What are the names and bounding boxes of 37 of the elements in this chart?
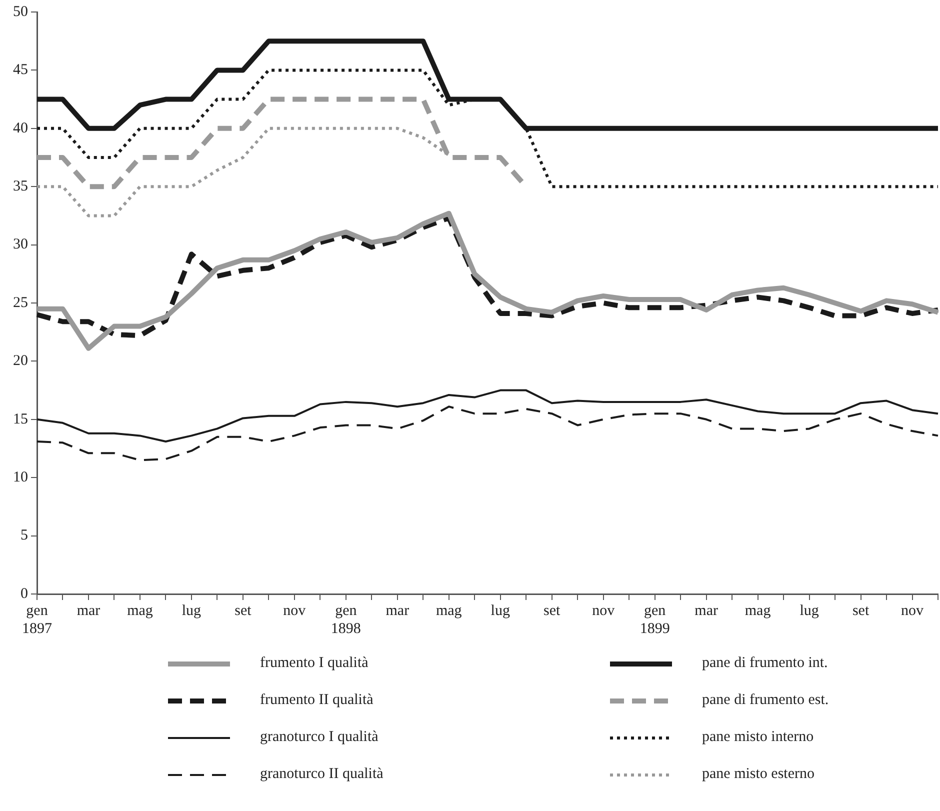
y-tick-label: 30 bbox=[13, 236, 28, 253]
x-tick-label: set bbox=[852, 602, 870, 619]
y-tick-label: 25 bbox=[13, 294, 28, 311]
y-tick-label: 45 bbox=[13, 62, 28, 78]
x-tick-label: mag bbox=[436, 602, 462, 619]
x-tick-label: lug bbox=[800, 602, 820, 619]
y-tick-label: 0 bbox=[20, 586, 28, 602]
x-tick-label: mar bbox=[694, 602, 718, 619]
y-tick-label: 20 bbox=[13, 353, 28, 370]
legend-label: pane di frumento int. bbox=[702, 655, 828, 672]
legend-label: frumento II qualità bbox=[260, 692, 374, 709]
legend-label: granoturco II qualità bbox=[260, 766, 384, 783]
x-tick-label: gen 1897 bbox=[22, 602, 52, 637]
x-tick-label: nov bbox=[283, 602, 306, 619]
legend-label: pane di frumento est. bbox=[702, 692, 829, 709]
legend-label: pane misto interno bbox=[702, 729, 814, 746]
y-tick-label: 35 bbox=[13, 178, 28, 195]
x-tick-label: mar bbox=[386, 602, 410, 619]
legend-label: frumento I qualità bbox=[260, 655, 368, 672]
x-tick-label: mag bbox=[744, 602, 772, 619]
x-tick-label: nov bbox=[901, 602, 924, 619]
x-tick-label: lug bbox=[182, 602, 202, 619]
x-tick-label: set bbox=[234, 602, 252, 619]
x-tick-label: lug bbox=[490, 602, 510, 619]
y-tick-label: 5 bbox=[20, 528, 28, 544]
y-tick-label: 50 bbox=[13, 4, 28, 20]
x-tick-label: mag bbox=[127, 602, 154, 619]
x-tick-label: gen 1899 bbox=[640, 602, 670, 637]
x-tick-label: mar bbox=[76, 602, 100, 619]
x-tick-label: set bbox=[544, 602, 562, 619]
x-tick-label: nov bbox=[592, 602, 616, 619]
x-tick-label: gen 1898 bbox=[330, 602, 361, 637]
y-tick-label: 15 bbox=[13, 411, 28, 428]
y-tick-label: 40 bbox=[13, 120, 28, 136]
legend-label: granoturco I qualità bbox=[260, 729, 378, 746]
legend-label: pane misto esterno bbox=[702, 766, 814, 783]
y-tick-label: 10 bbox=[13, 470, 28, 486]
